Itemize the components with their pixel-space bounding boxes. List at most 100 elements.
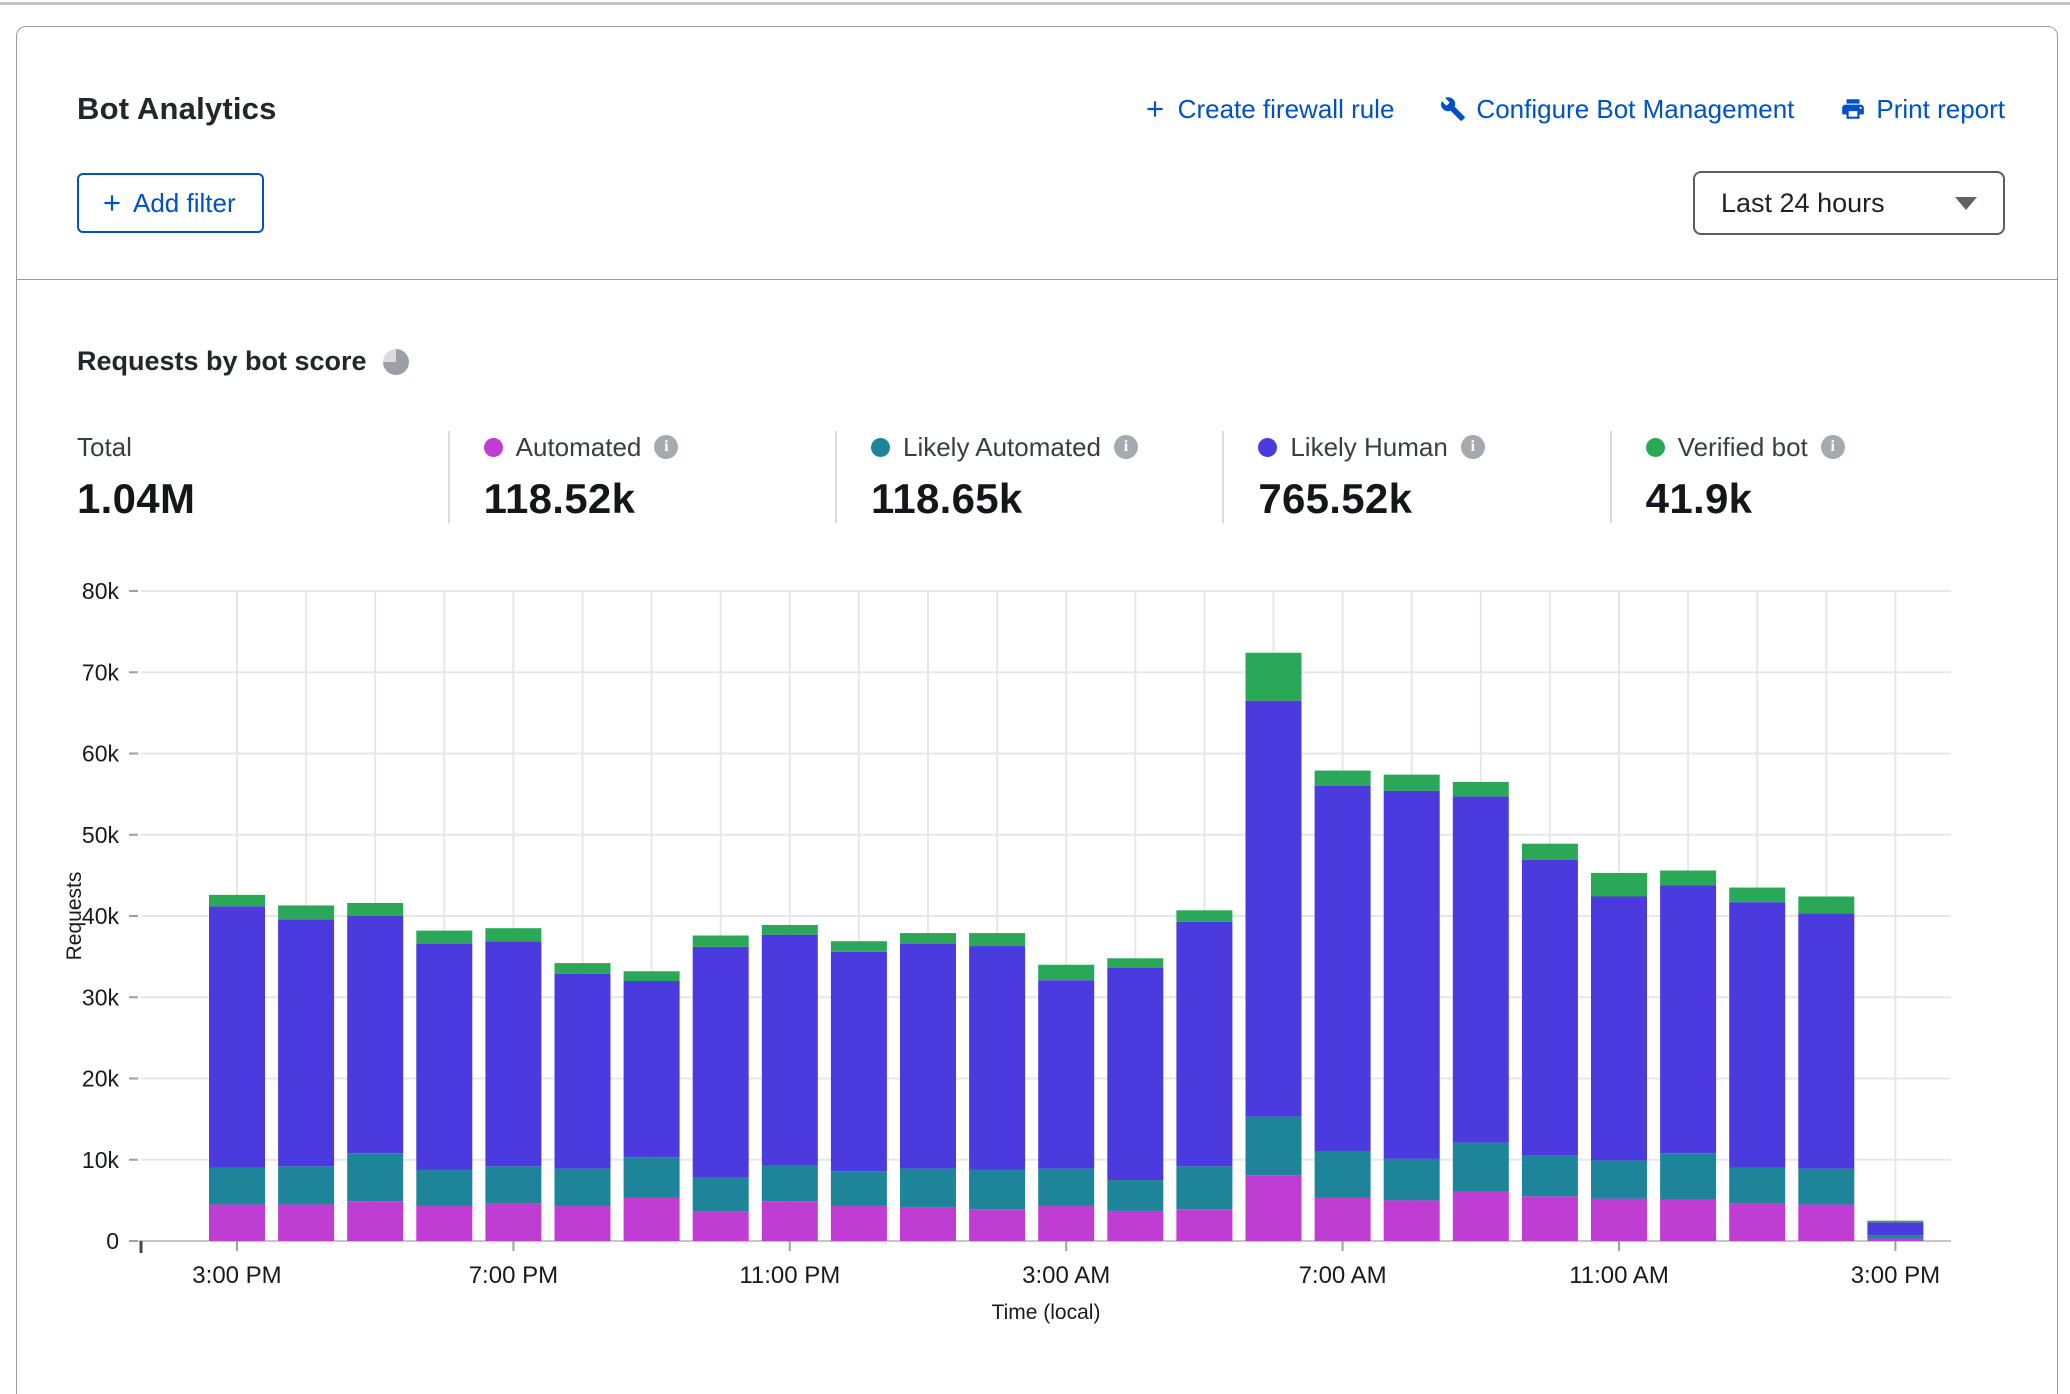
bar-segment-automated[interactable] bbox=[693, 1212, 749, 1241]
bar-segment-likely-human[interactable] bbox=[1591, 897, 1647, 1161]
bar-segment-likely-human[interactable] bbox=[624, 981, 680, 1157]
bar-segment-likely-automated[interactable] bbox=[416, 1170, 472, 1207]
create-firewall-rule-link[interactable]: Create firewall rule bbox=[1142, 94, 1395, 125]
bar-segment-verified-bot[interactable] bbox=[969, 933, 1025, 946]
bar-segment-likely-human[interactable] bbox=[278, 919, 334, 1166]
bar-segment-automated[interactable] bbox=[624, 1198, 680, 1241]
bar-segment-automated[interactable] bbox=[555, 1206, 611, 1241]
bar-segment-likely-human[interactable] bbox=[1798, 914, 1854, 1169]
bar-segment-likely-human[interactable] bbox=[1729, 902, 1785, 1168]
bar-segment-likely-human[interactable] bbox=[555, 974, 611, 1169]
info-icon[interactable] bbox=[1114, 435, 1138, 459]
bar-segment-verified-bot[interactable] bbox=[1522, 844, 1578, 860]
bar-segment-verified-bot[interactable] bbox=[1729, 888, 1785, 903]
bar-segment-verified-bot[interactable] bbox=[1384, 775, 1440, 791]
bar-segment-automated[interactable] bbox=[1660, 1200, 1716, 1241]
bar-segment-likely-automated[interactable] bbox=[1246, 1117, 1302, 1176]
bar-segment-verified-bot[interactable] bbox=[555, 963, 611, 974]
bar-segment-verified-bot[interactable] bbox=[1107, 958, 1163, 968]
bar-segment-likely-automated[interactable] bbox=[969, 1170, 1025, 1210]
bar-segment-verified-bot[interactable] bbox=[209, 895, 265, 906]
bar-segment-likely-human[interactable] bbox=[1246, 701, 1302, 1117]
bar-segment-verified-bot[interactable] bbox=[1867, 1221, 1923, 1223]
bar-segment-likely-human[interactable] bbox=[1660, 885, 1716, 1153]
bar-segment-automated[interactable] bbox=[1038, 1206, 1094, 1241]
configure-bot-management-link[interactable]: Configure Bot Management bbox=[1440, 94, 1794, 125]
bar-segment-likely-human[interactable] bbox=[969, 946, 1025, 1169]
bar-segment-likely-human[interactable] bbox=[416, 944, 472, 1170]
bar-segment-verified-bot[interactable] bbox=[1453, 782, 1509, 797]
info-icon[interactable] bbox=[654, 435, 678, 459]
bar-segment-likely-automated[interactable] bbox=[1729, 1168, 1785, 1204]
bar-segment-automated[interactable] bbox=[1729, 1204, 1785, 1241]
bar-segment-likely-automated[interactable] bbox=[1798, 1169, 1854, 1205]
bar-segment-likely-automated[interactable] bbox=[624, 1157, 680, 1198]
bar-segment-likely-automated[interactable] bbox=[693, 1178, 749, 1212]
bar-segment-automated[interactable] bbox=[1798, 1204, 1854, 1241]
bar-segment-likely-human[interactable] bbox=[762, 935, 818, 1166]
bar-segment-likely-automated[interactable] bbox=[1591, 1161, 1647, 1199]
bar-segment-likely-automated[interactable] bbox=[1660, 1153, 1716, 1199]
bar-segment-likely-automated[interactable] bbox=[1522, 1156, 1578, 1197]
bar-segment-likely-automated[interactable] bbox=[900, 1169, 956, 1208]
bar-segment-likely-automated[interactable] bbox=[347, 1153, 403, 1201]
bar-segment-verified-bot[interactable] bbox=[624, 971, 680, 981]
bar-segment-automated[interactable] bbox=[1384, 1200, 1440, 1241]
bar-segment-verified-bot[interactable] bbox=[1315, 771, 1371, 786]
bar-segment-likely-automated[interactable] bbox=[1038, 1169, 1094, 1206]
bar-segment-automated[interactable] bbox=[831, 1206, 887, 1241]
bar-segment-likely-automated[interactable] bbox=[555, 1169, 611, 1206]
bar-segment-likely-human[interactable] bbox=[485, 941, 541, 1166]
bar-segment-verified-bot[interactable] bbox=[278, 905, 334, 919]
bar-segment-verified-bot[interactable] bbox=[900, 933, 956, 944]
bar-segment-verified-bot[interactable] bbox=[347, 903, 403, 916]
bar-segment-verified-bot[interactable] bbox=[1246, 653, 1302, 701]
requests-by-bot-score-chart[interactable]: 010k20k30k40k50k60k70k80k3:00 PM7:00 PM1… bbox=[61, 581, 1997, 1338]
bar-segment-likely-human[interactable] bbox=[209, 906, 265, 1168]
bar-segment-likely-human[interactable] bbox=[1453, 797, 1509, 1143]
bar-segment-likely-automated[interactable] bbox=[1107, 1180, 1163, 1211]
bar-segment-verified-bot[interactable] bbox=[1176, 910, 1232, 921]
add-filter-button[interactable]: Add filter bbox=[77, 173, 264, 233]
info-icon[interactable] bbox=[1461, 435, 1485, 459]
bar-segment-likely-human[interactable] bbox=[1176, 922, 1232, 1167]
bar-segment-likely-automated[interactable] bbox=[1867, 1235, 1923, 1238]
bar-segment-automated[interactable] bbox=[278, 1204, 334, 1241]
bar-segment-automated[interactable] bbox=[1246, 1175, 1302, 1241]
bar-segment-likely-human[interactable] bbox=[347, 916, 403, 1153]
bar-segment-automated[interactable] bbox=[900, 1208, 956, 1241]
bar-segment-likely-automated[interactable] bbox=[1176, 1166, 1232, 1209]
bar-segment-verified-bot[interactable] bbox=[762, 925, 818, 935]
bar-segment-verified-bot[interactable] bbox=[1038, 965, 1094, 980]
bar-segment-likely-human[interactable] bbox=[1867, 1222, 1923, 1235]
bar-segment-verified-bot[interactable] bbox=[1591, 873, 1647, 897]
bar-segment-verified-bot[interactable] bbox=[831, 941, 887, 952]
bar-segment-automated[interactable] bbox=[485, 1204, 541, 1241]
print-report-link[interactable]: Print report bbox=[1840, 94, 2005, 125]
bar-segment-likely-automated[interactable] bbox=[1453, 1143, 1509, 1192]
bar-segment-likely-automated[interactable] bbox=[1315, 1152, 1371, 1198]
bar-segment-likely-human[interactable] bbox=[900, 944, 956, 1169]
bar-segment-likely-automated[interactable] bbox=[831, 1171, 887, 1206]
bar-segment-automated[interactable] bbox=[762, 1201, 818, 1241]
bar-segment-likely-automated[interactable] bbox=[485, 1166, 541, 1203]
bar-segment-automated[interactable] bbox=[1522, 1196, 1578, 1241]
time-range-dropdown[interactable]: Last 24 hours bbox=[1693, 171, 2005, 235]
bar-segment-automated[interactable] bbox=[1176, 1209, 1232, 1241]
bar-segment-automated[interactable] bbox=[969, 1209, 1025, 1241]
bar-segment-automated[interactable] bbox=[347, 1201, 403, 1241]
bar-segment-likely-automated[interactable] bbox=[209, 1168, 265, 1205]
bar-segment-likely-automated[interactable] bbox=[278, 1166, 334, 1204]
bar-segment-automated[interactable] bbox=[1315, 1198, 1371, 1241]
bar-segment-likely-automated[interactable] bbox=[762, 1165, 818, 1201]
bar-segment-verified-bot[interactable] bbox=[1798, 897, 1854, 914]
bar-segment-likely-human[interactable] bbox=[1038, 980, 1094, 1169]
bar-segment-verified-bot[interactable] bbox=[693, 936, 749, 947]
bar-segment-verified-bot[interactable] bbox=[485, 928, 541, 941]
bar-segment-likely-human[interactable] bbox=[1384, 791, 1440, 1159]
bar-segment-automated[interactable] bbox=[1867, 1239, 1923, 1241]
bar-segment-automated[interactable] bbox=[209, 1204, 265, 1241]
bar-segment-likely-automated[interactable] bbox=[1384, 1159, 1440, 1200]
bar-segment-verified-bot[interactable] bbox=[416, 931, 472, 944]
bar-segment-verified-bot[interactable] bbox=[1660, 871, 1716, 886]
